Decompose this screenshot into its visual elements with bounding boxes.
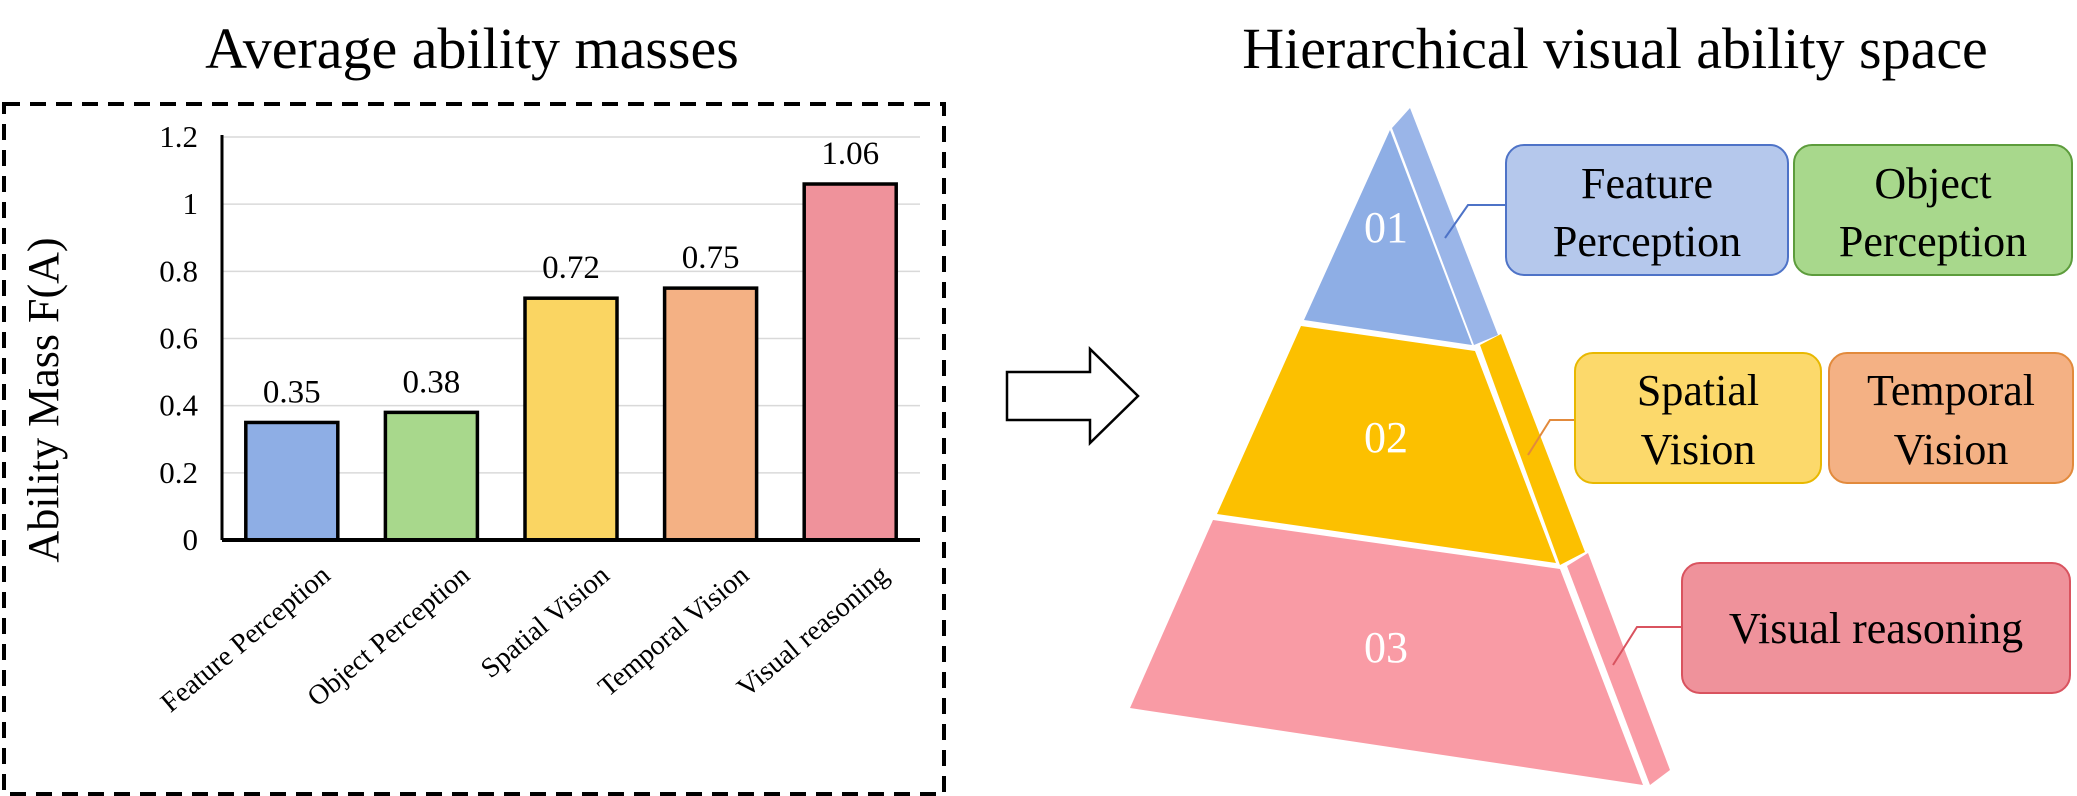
box-visual-reasoning: Visual reasoning: [1681, 562, 2071, 694]
box-temporal-vision: Temporal Vision: [1828, 352, 2074, 484]
chart-title: Average ability masses: [205, 16, 739, 81]
arrow-right-icon: [1005, 346, 1140, 446]
tier-1-label: 01: [1364, 203, 1408, 252]
bar: [662, 286, 759, 542]
y-tick-label: 0.2: [159, 455, 198, 490]
box-feature-line1: Feature: [1581, 159, 1713, 208]
box-object-line2: Perception: [1839, 217, 2027, 266]
box-feature-line2: Perception: [1553, 217, 1741, 266]
box-spatial-line1: Spatial: [1637, 366, 1759, 415]
bar-value-label: 0.38: [403, 364, 461, 400]
bar-value-label: 0.35: [263, 374, 321, 410]
y-tick-label: 0.8: [159, 253, 198, 288]
pyramid-tier-1-side: [1392, 108, 1498, 345]
box-feature-perception: Feature Perception: [1505, 144, 1789, 276]
pyramid: 01 02 03: [1130, 108, 1670, 785]
box-spatial-vision: Spatial Vision: [1574, 352, 1822, 484]
y-axis-label: Ability Mass F(A): [19, 237, 68, 562]
y-tick-label: 0.6: [159, 321, 198, 356]
pyramid-tier-1-front: [1304, 130, 1472, 345]
bar: [802, 182, 898, 542]
connector-tier-2: [1527, 419, 1575, 456]
y-tick-label: 1: [183, 186, 199, 221]
bar: [244, 420, 340, 542]
bar-chart: 0 0.2 0.4 0.6 0.8 1 1.2 0.35 0.38 0.72 0.75 1.06 F…: [19, 119, 920, 719]
diagram-title: Hierarchical visual ability space: [1242, 16, 1988, 81]
data-labels: 0.35 0.38 0.72 0.75 1.06: [263, 136, 879, 410]
category-label: Spatial Vision: [475, 560, 615, 685]
category-label: Visual reasoning: [731, 560, 894, 704]
box-object-perception: Object Perception: [1793, 144, 2073, 276]
tier-3-label: 03: [1364, 623, 1408, 672]
y-axis-ticks: 0 0.2 0.4 0.6 0.8 1 1.2: [159, 119, 198, 557]
pyramid-tier-2-front: [1217, 326, 1556, 563]
box-temporal-line2: Vision: [1894, 425, 2009, 474]
box-reasoning-line1: Visual reasoning: [1729, 604, 2023, 653]
y-tick-label: 0: [183, 522, 199, 557]
pyramid-tier-3-front: [1130, 520, 1643, 785]
y-tick-label: 0.4: [159, 388, 198, 423]
connector-tier-1: [1444, 204, 1506, 239]
box-object-line1: Object: [1874, 159, 1991, 208]
y-tick-label: 1.2: [159, 119, 198, 154]
box-spatial-line2: Vision: [1641, 425, 1756, 474]
category-label: Temporal Vision: [592, 560, 755, 704]
chart-frame: [2, 102, 946, 796]
bar: [523, 296, 619, 542]
bar: [383, 410, 480, 542]
bars: [244, 182, 898, 542]
bar-value-label: 1.06: [821, 136, 879, 172]
pyramid-tier-3-side: [1567, 553, 1670, 785]
box-temporal-line1: Temporal: [1867, 366, 2035, 415]
connector-tier-3: [1612, 626, 1682, 666]
bar-value-label: 0.72: [542, 250, 600, 286]
tier-2-label: 02: [1364, 413, 1408, 462]
bar-value-label: 0.75: [682, 240, 740, 276]
